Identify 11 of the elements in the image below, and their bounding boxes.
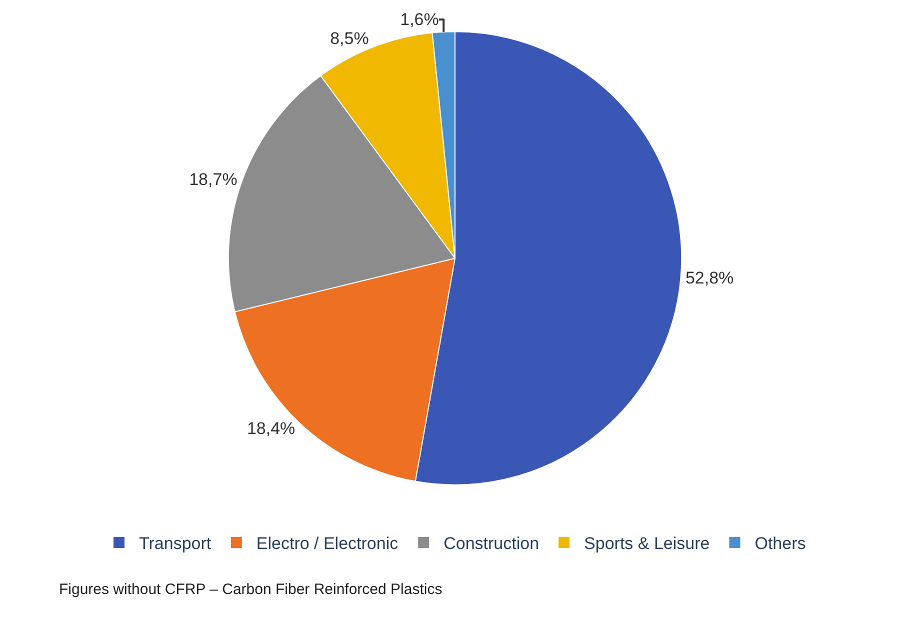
legend-label: Construction [444,534,540,554]
data-label: 52,8% [685,268,734,288]
data-label: 8,5% [330,28,369,48]
legend-label: Electro / Electronic [256,534,399,554]
data-label: 1,6% [400,10,439,29]
legend-label: Transport [139,534,212,554]
data-label: 18,4% [246,418,296,438]
text: Figures without CFRP – Carbon Fiber Reinforced Plastics [59,581,442,598]
legend-label: Others [754,534,806,554]
legend-label: Sports & Leisure [584,534,710,554]
data-label: 18,7% [189,170,238,190]
